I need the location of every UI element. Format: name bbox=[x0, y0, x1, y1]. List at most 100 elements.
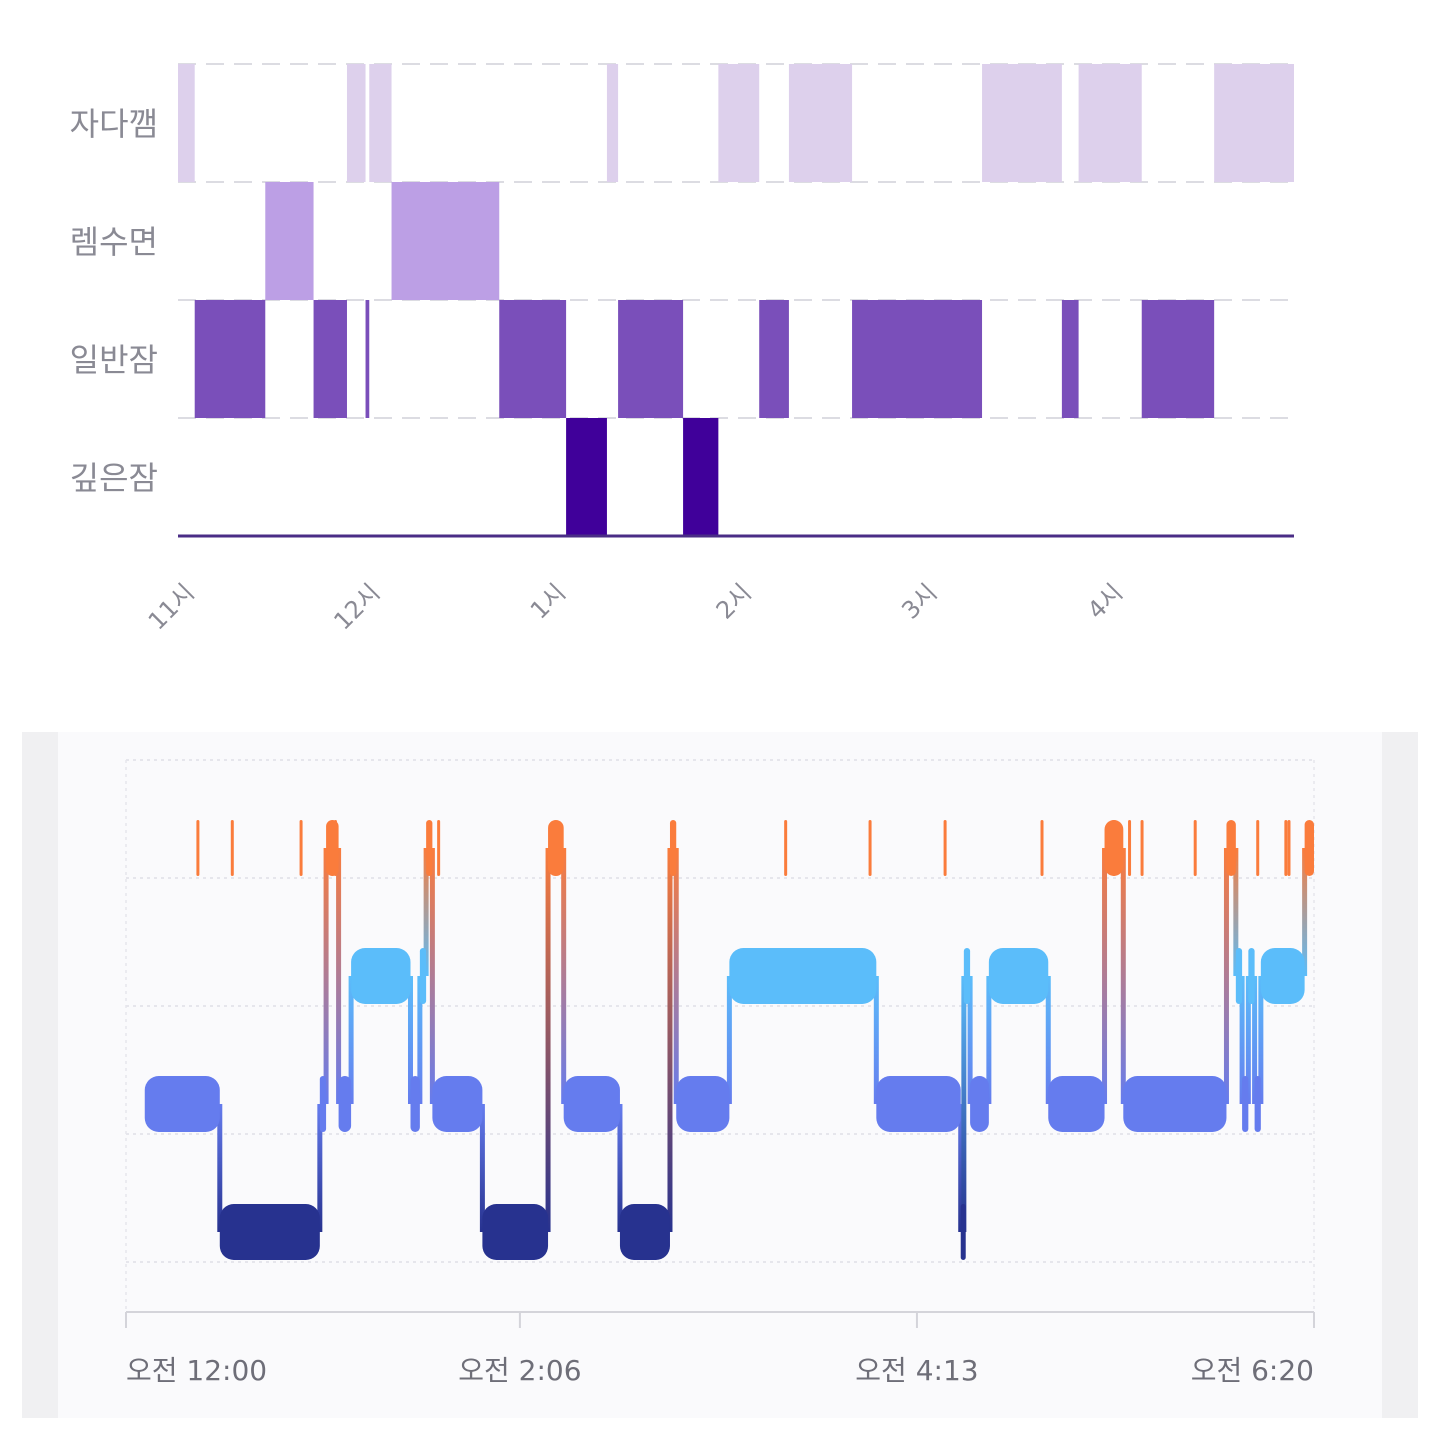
stage-segment bbox=[788, 64, 853, 182]
stage-transition bbox=[1252, 976, 1258, 1104]
stage-block bbox=[1260, 948, 1305, 1004]
stage-block bbox=[1248, 948, 1255, 1004]
stage-segment bbox=[499, 300, 567, 418]
stage-transition bbox=[1223, 848, 1229, 1104]
stage-label: 렘수면 bbox=[70, 223, 158, 261]
stage-label: 깊은잠 bbox=[70, 459, 158, 497]
stage-transition bbox=[961, 976, 967, 1232]
stage-transition bbox=[1233, 848, 1239, 976]
stage-segment bbox=[718, 64, 760, 182]
stage-transition bbox=[726, 976, 732, 1104]
stage-block bbox=[410, 1076, 420, 1132]
stage-label: 일반잠 bbox=[70, 341, 158, 379]
stage-segment bbox=[391, 182, 500, 300]
stage-transition bbox=[1120, 848, 1126, 1104]
stage-segment bbox=[1061, 300, 1079, 418]
stage-block bbox=[970, 1076, 989, 1132]
stage-block bbox=[988, 948, 1049, 1004]
stage-transition bbox=[667, 848, 673, 1232]
x-tick-label: 오전 6:20 bbox=[1191, 1354, 1314, 1387]
stage-block bbox=[219, 1204, 320, 1260]
stage-block bbox=[1304, 820, 1314, 876]
stage-block bbox=[144, 1076, 220, 1132]
brief-wake-mark bbox=[437, 820, 441, 876]
stage-block bbox=[729, 948, 877, 1004]
brief-wake-mark bbox=[868, 820, 872, 876]
stage-segment bbox=[178, 64, 195, 182]
brief-wake-mark bbox=[230, 820, 234, 876]
stage-block bbox=[669, 820, 677, 876]
x-tick-label: 12시 bbox=[328, 578, 385, 635]
stage-block bbox=[548, 820, 564, 876]
stage-segment bbox=[1141, 300, 1215, 418]
stage-transition bbox=[479, 1104, 485, 1232]
stage-transition bbox=[545, 848, 551, 1232]
stage-block bbox=[563, 1076, 620, 1132]
stage-segment bbox=[1078, 64, 1142, 182]
brief-wake-mark bbox=[1140, 820, 1144, 876]
x-tick-label: 4시 bbox=[1082, 578, 1128, 624]
stage-transition bbox=[673, 848, 679, 1104]
x-tick-label: 오전 2:06 bbox=[458, 1354, 581, 1387]
stage-block bbox=[426, 820, 433, 876]
stage-segment bbox=[369, 64, 392, 182]
stage-block bbox=[482, 1204, 549, 1260]
stage-segment bbox=[852, 300, 983, 418]
stage-block bbox=[1235, 948, 1243, 1004]
x-tick-label: 오전 4:13 bbox=[855, 1354, 978, 1387]
stage-transition bbox=[617, 1104, 623, 1232]
stage-block bbox=[326, 820, 339, 876]
stage-block bbox=[676, 1076, 730, 1132]
stage-transition bbox=[317, 1104, 323, 1232]
stage-block bbox=[963, 948, 971, 1004]
stage-transition bbox=[336, 848, 342, 1104]
x-tick-label: 2시 bbox=[711, 578, 757, 624]
stage-segment bbox=[313, 300, 347, 418]
brief-wake-mark bbox=[299, 820, 303, 876]
stage-transition bbox=[417, 976, 423, 1104]
hypnogram-panel: 오전 12:00 오전 2:06 오전 4:13 오전 6:20 bbox=[22, 732, 1418, 1418]
stage-transition bbox=[1102, 848, 1108, 1104]
brief-wake-mark bbox=[1284, 820, 1288, 876]
stage-segment bbox=[566, 418, 607, 536]
brief-wake-mark bbox=[1128, 820, 1132, 876]
brief-wake-mark bbox=[1193, 820, 1197, 876]
stage-block bbox=[1254, 1076, 1261, 1132]
stage-transition bbox=[561, 848, 567, 1104]
stage-transition bbox=[348, 976, 354, 1104]
stage-block bbox=[1226, 820, 1236, 876]
stage-segment bbox=[194, 300, 266, 418]
stage-block bbox=[960, 1204, 966, 1260]
brief-wake-mark bbox=[1040, 820, 1044, 876]
stage-segment bbox=[683, 418, 719, 536]
stage-transition bbox=[1302, 848, 1308, 976]
brief-wake-mark bbox=[1287, 820, 1291, 876]
stage-transition bbox=[873, 976, 879, 1104]
stage-segment bbox=[346, 64, 366, 182]
stage-transition bbox=[429, 848, 435, 1104]
brief-wake-mark bbox=[1256, 820, 1260, 876]
stage-segment bbox=[759, 300, 789, 418]
stage-transition bbox=[967, 976, 973, 1104]
hypnogram-chart: 오전 12:00 오전 2:06 오전 4:13 오전 6:20 bbox=[125, 759, 1315, 1387]
brief-wake-mark bbox=[784, 820, 788, 876]
stage-block bbox=[338, 1076, 352, 1132]
stage-block bbox=[419, 948, 427, 1004]
stage-block bbox=[1242, 1076, 1249, 1132]
stage-transition bbox=[986, 976, 992, 1104]
stage-segment bbox=[265, 182, 314, 300]
brief-wake-mark bbox=[943, 820, 947, 876]
stage-transition bbox=[217, 1104, 223, 1232]
stage-block bbox=[432, 1076, 483, 1132]
stage-block bbox=[1123, 1076, 1227, 1132]
stage-block bbox=[1104, 820, 1124, 876]
stage-transition bbox=[958, 1104, 964, 1232]
sleep-timeline-panel: 자다깸 렘수면 일반잠 깊은잠 11시 12시 1시 2시 3시 4시 bbox=[22, 22, 1364, 708]
stage-segment bbox=[606, 64, 619, 182]
x-tick-label: 1시 bbox=[525, 578, 571, 624]
x-tick-label: 오전 12:00 bbox=[126, 1354, 267, 1387]
stage-block bbox=[351, 948, 411, 1004]
stage-transition bbox=[1239, 976, 1245, 1104]
x-tick-label: 11시 bbox=[143, 578, 200, 635]
